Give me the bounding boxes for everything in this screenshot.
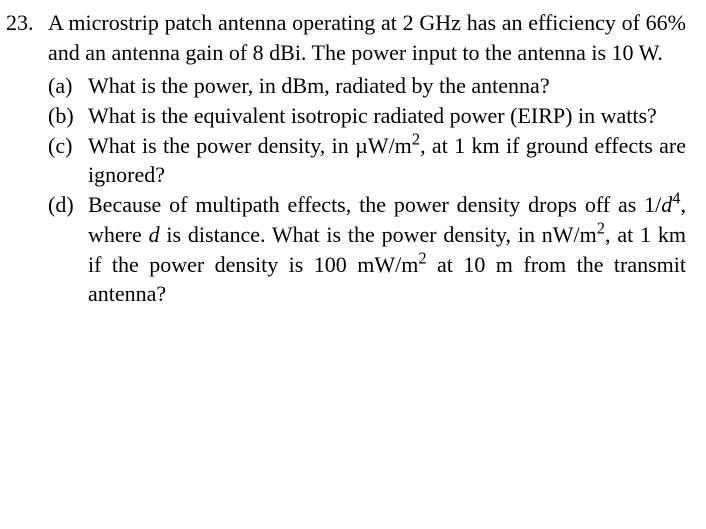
d-var: d: [661, 192, 672, 217]
subpart-b-label: (b): [48, 101, 88, 131]
subpart-d-text: Because of multipath effects, the power …: [88, 190, 686, 309]
d-exp1: 4: [672, 189, 680, 208]
subpart-c-text: What is the power density, in µW/m2, at …: [88, 131, 686, 190]
problem-number: 23.: [4, 8, 48, 309]
subparts: (a) What is the power, in dBm, radiated …: [48, 71, 686, 309]
subpart-c-label: (c): [48, 131, 88, 190]
d-exp2: 2: [597, 218, 605, 237]
subpart-d: (d) Because of multipath effects, the po…: [48, 190, 686, 309]
d-exp3: 2: [418, 248, 426, 267]
problem-intro: A microstrip patch antenna operating at …: [48, 8, 686, 67]
d-var2: d: [149, 222, 160, 247]
problem-23: 23. A microstrip patch antenna operating…: [4, 8, 686, 309]
c-pre: What is the power density, in µW/m: [88, 133, 412, 158]
subpart-b: (b) What is the equivalent isotropic rad…: [48, 101, 686, 131]
problem-body: A microstrip patch antenna operating at …: [48, 8, 686, 309]
subpart-a: (a) What is the power, in dBm, radiated …: [48, 71, 686, 101]
d-mid2: is distance. What is the power density, …: [160, 222, 597, 247]
subpart-d-label: (d): [48, 190, 88, 309]
subpart-b-text: What is the equivalent isotropic radiate…: [88, 101, 686, 131]
subpart-a-label: (a): [48, 71, 88, 101]
subpart-c: (c) What is the power density, in µW/m2,…: [48, 131, 686, 190]
subpart-a-text: What is the power, in dBm, radiated by t…: [88, 71, 686, 101]
c-exp1: 2: [412, 129, 420, 148]
d-pre: Because of multipath effects, the power …: [88, 192, 661, 217]
